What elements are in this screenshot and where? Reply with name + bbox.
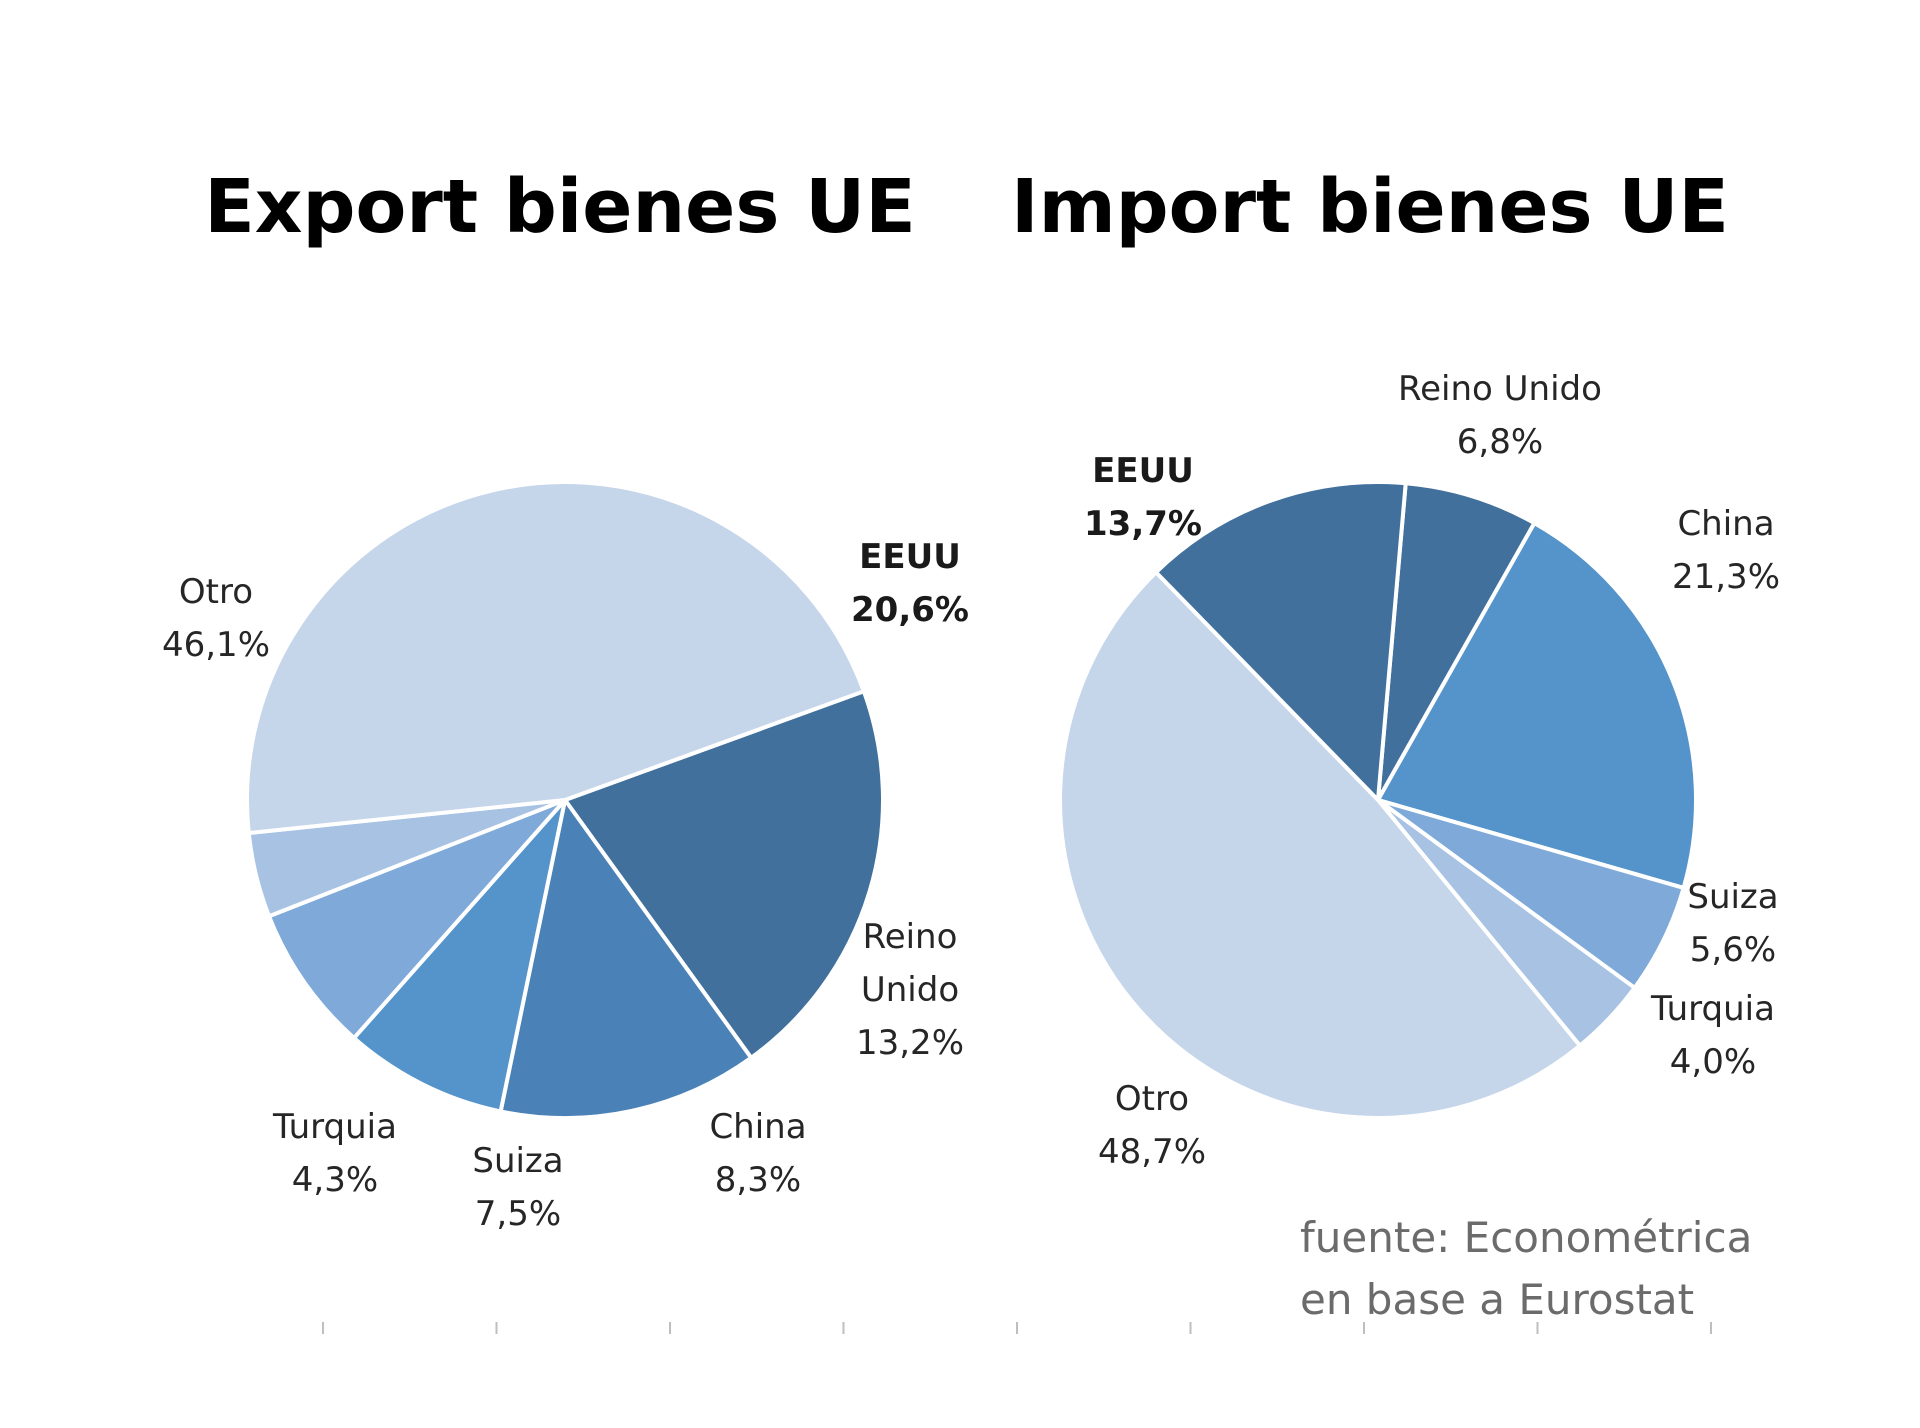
pie-slice-reino-unido (498, 798, 754, 1120)
slice-value-reino-unido: 13,2% (856, 1023, 964, 1063)
slice-name-china: China (1677, 504, 1774, 544)
slice-value-china: 8,3% (715, 1160, 801, 1200)
pie-slice-eeuu (563, 689, 885, 1060)
slice-value-otro: 48,7% (1098, 1132, 1206, 1172)
slice-name-reino-unido: Reino Unido (1398, 369, 1602, 409)
baseline-ticks (322, 1322, 1712, 1334)
export-pie (245, 480, 885, 1120)
slice-value-turquia: 4,0% (1670, 1042, 1756, 1082)
slice-name-eeuu: EEUU (859, 537, 961, 577)
slice-name-suiza: Suiza (472, 1141, 563, 1181)
slice-name-eeuu: EEUU (1092, 451, 1194, 491)
slice-value-eeuu: 20,6% (851, 590, 969, 630)
slice-value-eeuu: 13,7% (1084, 504, 1202, 544)
pie-slice-reino-unido (1376, 481, 1537, 802)
import-pie (1058, 480, 1698, 1120)
slice-value-suiza: 5,6% (1690, 930, 1776, 970)
slice-name-turquia: Turquia (1650, 989, 1775, 1029)
slice-name-china: China (709, 1107, 806, 1147)
pie-slice-otro (1058, 570, 1582, 1120)
slice-name-reino-unido: Reino (863, 917, 958, 957)
slice-value-otro: 46,1% (162, 625, 270, 665)
import-chart-title: Import bienes UE (1011, 164, 1729, 250)
slice-value-turquia: 4,3% (292, 1160, 378, 1200)
pie-slice-otro (245, 480, 866, 836)
slice-name-otro: Otro (179, 572, 253, 612)
slice-value-suiza: 7,5% (475, 1194, 561, 1234)
slice-name-otro: Otro (1115, 1079, 1189, 1119)
import-pie-labels: Reino Unido 6,8% China 21,3% Suiza 5,6% Turqui… (1084, 369, 1780, 1172)
export-chart-title: Export bienes UE (204, 164, 916, 250)
pie-slice-china (352, 798, 567, 1114)
slice-value-china: 21,3% (1672, 557, 1780, 597)
source-note-line-2: en base a Eurostat (1300, 1275, 1694, 1324)
source-note-line-1: fuente: Econométrica (1300, 1213, 1752, 1262)
slice-name-turquia: Turquia (272, 1107, 397, 1147)
pie-slice-china (1376, 521, 1698, 890)
export-pie-labels: EEUU 20,6% Reino Unido 13,2% China 8,3% Suiza 7,… (162, 537, 969, 1234)
slice-value-reino-unido: 6,8% (1457, 422, 1543, 462)
pie-slice-eeuu (1154, 480, 1408, 802)
slice-name-reino-unido: Unido (861, 970, 959, 1010)
pie-slice-suiza (267, 798, 567, 1040)
slice-name-suiza: Suiza (1687, 877, 1778, 917)
